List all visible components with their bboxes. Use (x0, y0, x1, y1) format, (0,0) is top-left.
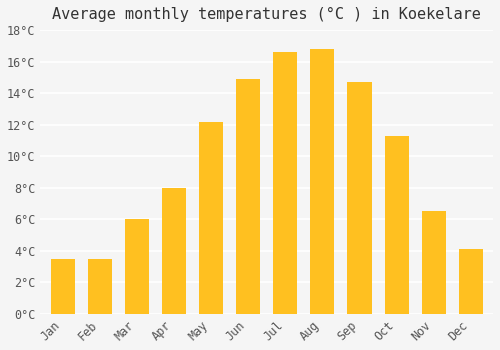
Bar (50, 259, 74, 314)
Bar (348, 82, 372, 314)
Bar (422, 211, 446, 314)
Bar (162, 188, 186, 314)
Bar (124, 219, 149, 314)
Bar (310, 49, 334, 314)
Bar (458, 249, 483, 314)
Bar (88, 259, 112, 314)
Bar (384, 136, 408, 314)
Bar (199, 121, 223, 314)
Bar (273, 52, 297, 314)
Title: Average monthly temperatures (°C ) in Koekelare: Average monthly temperatures (°C ) in Ko… (52, 7, 481, 22)
Bar (236, 79, 260, 314)
